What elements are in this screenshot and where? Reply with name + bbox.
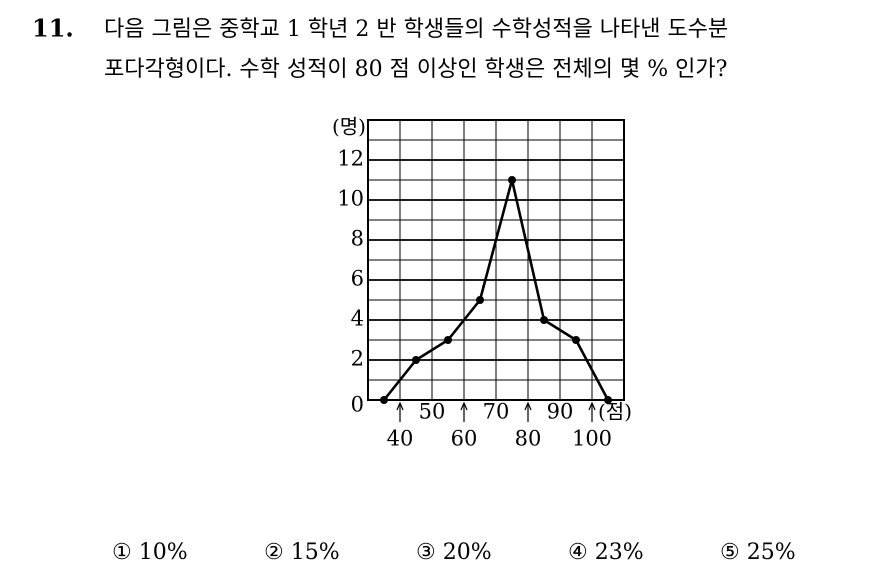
- data-point: [508, 176, 516, 184]
- choice: ③ 20%: [416, 540, 492, 565]
- x-tick-label: 70: [483, 400, 510, 424]
- y-tick-label: 2: [351, 347, 364, 371]
- choice: ① 10%: [112, 540, 188, 565]
- y-tick-label: 12: [337, 147, 364, 171]
- y-tick-label: 10: [337, 187, 364, 211]
- data-point: [476, 296, 484, 304]
- arrow-head: [460, 401, 468, 411]
- x-tick-label: 80: [515, 427, 542, 451]
- data-point: [380, 396, 388, 404]
- arrow-head: [396, 401, 404, 411]
- arrow-head: [524, 401, 532, 411]
- choice: ② 15%: [264, 540, 340, 565]
- x-tick-label: 50: [419, 400, 446, 424]
- x-tick-label: 60: [451, 427, 478, 451]
- plot-border: [367, 119, 625, 401]
- choice: ④ 23%: [568, 540, 644, 565]
- x-tick-label: 90: [547, 400, 574, 424]
- arrow-head: [588, 401, 596, 411]
- question-number: 11.: [32, 14, 74, 43]
- x-tick-label: 100: [572, 427, 612, 451]
- data-line: [382, 178, 610, 401]
- x-axis-label: (점): [598, 400, 632, 424]
- y-axis-label: (명): [332, 115, 366, 139]
- choice: ⑤ 25%: [720, 540, 796, 565]
- data-point: [604, 396, 612, 404]
- y-tick-label: 6: [351, 267, 364, 291]
- y-tick-label: 8: [351, 227, 364, 251]
- data-point: [444, 336, 452, 344]
- question-text: 다음 그림은 중학교 1 학년 2 반 학생들의 수학성적을 나타낸 도수분: [104, 17, 728, 42]
- x-tick-label: 40: [387, 427, 414, 451]
- question-text: 포다각형이다. 수학 성적이 80 점 이상인 학생은 전체의 몇 % 인가?: [104, 57, 727, 82]
- y-tick-label: 4: [351, 307, 364, 331]
- choices: ① 10% ② 15% ③ 20% ④ 23% ⑤ 25%: [112, 540, 796, 565]
- data-point: [412, 356, 420, 364]
- data-point: [540, 316, 548, 324]
- y-tick-label: 0: [351, 393, 364, 417]
- data-point: [572, 336, 580, 344]
